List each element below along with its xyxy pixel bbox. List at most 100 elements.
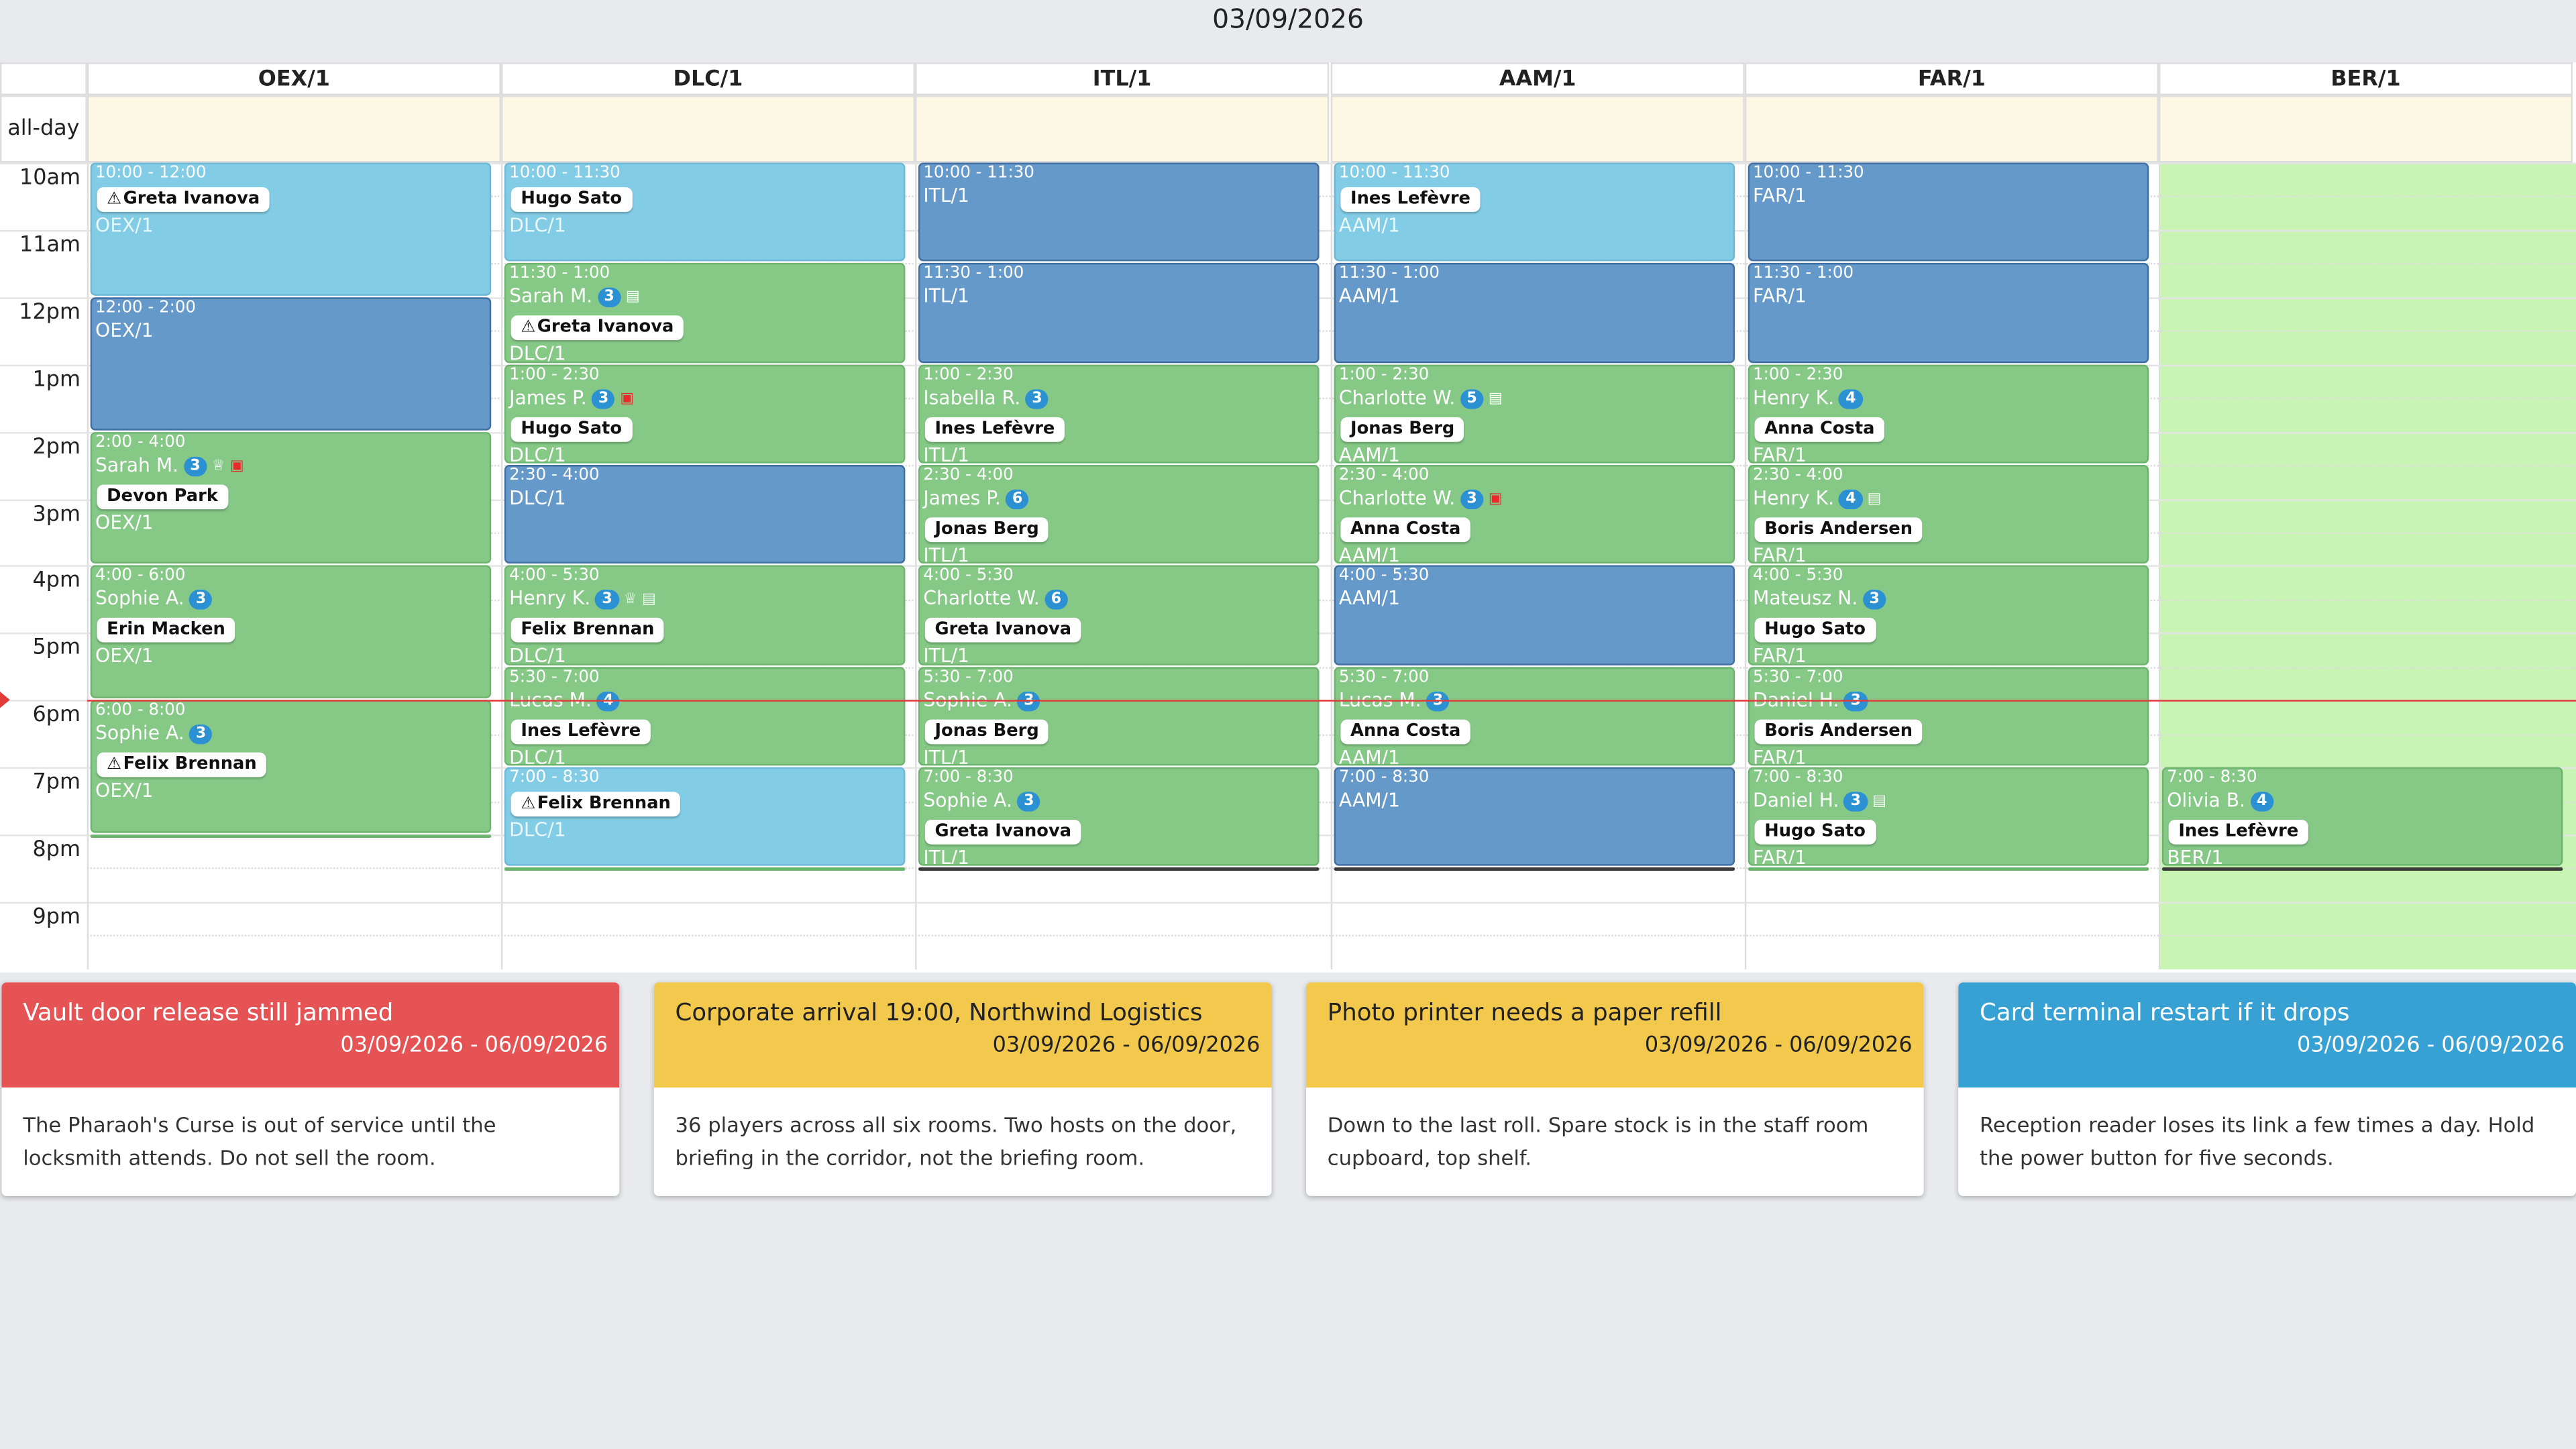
host-pill[interactable]: Greta Ivanova: [924, 618, 1081, 643]
booking-event[interactable]: 5:30 - 7:00 Lucas M. 3 Anna Costa AAM/1: [1334, 666, 1735, 766]
host-pill[interactable]: Ines Lefèvre: [924, 417, 1065, 442]
allday-cell[interactable]: [500, 95, 916, 163]
column-header-dlc-1[interactable]: DLC/1: [500, 62, 916, 96]
booking-event[interactable]: 12:00 - 2:00 OEX/1: [90, 297, 492, 430]
time-label: 7pm: [32, 770, 81, 796]
booking-event[interactable]: 1:00 - 2:30 Henry K. 4 Anna Costa FAR/1: [1748, 364, 2149, 464]
customer-name: Sarah M.: [509, 284, 593, 308]
host-name: Ines Lefèvre: [2178, 821, 2299, 842]
booking-event[interactable]: 11:30 - 1:00 AAM/1: [1334, 263, 1735, 363]
booking-event[interactable]: 1:00 - 2:30 James P. 3 ▣ Hugo Sato DLC/1: [504, 364, 906, 464]
column-header-ber-1[interactable]: BER/1: [2158, 62, 2573, 96]
note-card[interactable]: Card terminal restart if it drops 03/09/2…: [1958, 982, 2576, 1196]
host-name: Hugo Sato: [521, 418, 623, 439]
host-name: Jonas Berg: [1350, 418, 1455, 439]
host-pill[interactable]: Hugo Sato: [511, 417, 632, 442]
booking-event[interactable]: 2:00 - 4:00 Sarah M. 3 ♕ ▣ Devon Park OEX/1: [90, 431, 492, 564]
host-pill[interactable]: Anna Costa: [1340, 517, 1471, 543]
allday-cell[interactable]: [1330, 95, 1745, 163]
booking-event[interactable]: 5:30 - 7:00 Sophie A. 3 Jonas Berg ITL/1: [918, 666, 1320, 766]
host-pill[interactable]: Ines Lefèvre: [2168, 820, 2308, 845]
host-pill[interactable]: ⚠ Greta Ivanova: [511, 316, 684, 341]
player-count-badge: 3: [595, 590, 619, 610]
host-pill[interactable]: ⚠ Greta Ivanova: [97, 187, 270, 212]
column-header-itl-1[interactable]: ITL/1: [915, 62, 1330, 96]
customer-name: Sophie A.: [95, 721, 184, 745]
booking-event[interactable]: 10:00 - 11:30 ITL/1: [918, 162, 1320, 262]
host-pill[interactable]: ⚠ Felix Brennan: [511, 792, 681, 817]
booking-event[interactable]: 4:00 - 5:30 Mateusz N. 3 Hugo Sato FAR/1: [1748, 566, 2149, 665]
host-pill[interactable]: Erin Macken: [97, 618, 235, 643]
column-header-aam-1[interactable]: AAM/1: [1330, 62, 1745, 96]
booking-event[interactable]: 2:30 - 4:00 Charlotte W. 3 ▣ Anna Costa AAM/1: [1334, 465, 1735, 564]
time-label: 5pm: [32, 636, 81, 661]
column-header-far-1[interactable]: FAR/1: [1744, 62, 2159, 96]
note-card[interactable]: Corporate arrival 19:00, Northwind Logis…: [653, 982, 1272, 1196]
host-pill[interactable]: Felix Brennan: [511, 618, 665, 643]
booking-event[interactable]: 5:30 - 7:00 Daniel H. 3 Boris Andersen FAR/1: [1748, 666, 2149, 766]
booking-event[interactable]: 11:30 - 1:00 ITL/1: [918, 263, 1320, 363]
booking-event[interactable]: 1:00 - 2:30 Charlotte W. 5 ▤ Jonas Berg AAM/1: [1334, 364, 1735, 464]
host-pill[interactable]: Boris Andersen: [1754, 517, 1923, 543]
host-name: Jonas Berg: [934, 720, 1039, 741]
event-customer: Sophie A. 3: [95, 722, 213, 747]
booking-event[interactable]: 10:00 - 11:30 Ines Lefèvre AAM/1: [1334, 162, 1735, 262]
event-room: ITL/1: [923, 443, 969, 464]
allday-cell[interactable]: [915, 95, 1330, 163]
host-pill[interactable]: Anna Costa: [1754, 417, 1885, 442]
column-header-oex-1[interactable]: OEX/1: [87, 62, 501, 96]
note-card[interactable]: Vault door release still jammed 03/09/202…: [1, 982, 620, 1196]
allday-cell[interactable]: [1744, 95, 2159, 163]
booking-event[interactable]: 5:30 - 7:00 Lucas M. 4 Ines Lefèvre DLC/1: [504, 666, 906, 766]
booking-event[interactable]: 11:30 - 1:00 FAR/1: [1748, 263, 2149, 363]
booking-event[interactable]: 10:00 - 11:30 FAR/1: [1748, 162, 2149, 262]
host-pill[interactable]: Jonas Berg: [924, 517, 1049, 543]
allday-cell[interactable]: [2158, 95, 2573, 163]
host-name: Hugo Sato: [521, 189, 623, 209]
host-pill[interactable]: Devon Park: [97, 484, 228, 509]
booking-event[interactable]: 7:00 - 8:30 Sophie A. 3 Greta Ivanova ITL/1: [918, 767, 1320, 867]
booking-event[interactable]: 11:30 - 1:00 Sarah M. 3 ▤ ⚠ Greta Ivanova DLC/…: [504, 263, 906, 363]
host-pill[interactable]: Hugo Sato: [1754, 618, 1876, 643]
booking-event[interactable]: 2:30 - 4:00 James P. 6 Jonas Berg ITL/1: [918, 465, 1320, 564]
booking-event[interactable]: 10:00 - 11:30 Hugo Sato DLC/1: [504, 162, 906, 262]
host-pill[interactable]: Ines Lefèvre: [511, 719, 651, 744]
note-card[interactable]: Photo printer needs a paper refill 03/09/…: [1305, 982, 1924, 1196]
booking-event[interactable]: 7:00 - 8:30 ⚠ Felix Brennan DLC/1: [504, 767, 906, 867]
host-pill[interactable]: Jonas Berg: [1340, 417, 1465, 442]
booking-event[interactable]: 6:00 - 8:00 Sophie A. 3 ⚠ Felix Brennan OEX/1: [90, 700, 492, 833]
booking-event[interactable]: 4:00 - 5:30 AAM/1: [1334, 566, 1735, 665]
host-pill[interactable]: Ines Lefèvre: [1340, 187, 1481, 212]
booking-event[interactable]: 4:00 - 5:30 Henry K. 3 ♕ ▤ Felix Brennan DLC/1: [504, 566, 906, 665]
booking-event[interactable]: 8:30 - 10:00BER/1: [2161, 868, 2563, 872]
event-room: AAM/1: [1338, 788, 1400, 812]
allday-cell[interactable]: [87, 95, 501, 163]
host-pill[interactable]: Anna Costa: [1340, 719, 1471, 744]
booking-event[interactable]: 2:30 - 4:00 DLC/1: [504, 465, 906, 564]
booking-event[interactable]: 1:00 - 2:30 Isabella R. 3 Ines Lefèvre ITL/1: [918, 364, 1320, 464]
booking-event[interactable]: 7:00 - 8:30 AAM/1: [1334, 767, 1735, 867]
booking-event[interactable]: 10:00 - 12:00 ⚠ Greta Ivanova OEX/1: [90, 162, 492, 296]
host-pill[interactable]: Boris Andersen: [1754, 719, 1923, 744]
player-count-badge: 3: [1862, 590, 1886, 610]
event-time: 1:00 - 2:30: [1338, 366, 1430, 384]
host-pill[interactable]: Greta Ivanova: [924, 820, 1081, 845]
host-name: Anna Costa: [1350, 720, 1461, 741]
booking-event[interactable]: 4:00 - 5:30 Charlotte W. 6 Greta Ivanova ITL…: [918, 566, 1320, 665]
host-pill[interactable]: Hugo Sato: [511, 187, 632, 212]
event-time: 2:30 - 4:00: [1338, 466, 1430, 485]
host-pill[interactable]: ⚠ Felix Brennan: [97, 753, 267, 777]
booking-event[interactable]: 2:30 - 4:00 Henry K. 4 ▤ Boris Andersen FAR/1: [1748, 465, 2149, 564]
booking-event[interactable]: 4:00 - 6:00 Sophie A. 3 Erin Macken OEX/1: [90, 566, 492, 699]
booking-event[interactable]: 7:00 - 8:30 Olivia B. 4 Ines Lefèvre BER/1: [2161, 767, 2563, 867]
event-time: 5:30 - 7:00: [1338, 668, 1430, 687]
host-pill[interactable]: Jonas Berg: [924, 719, 1049, 744]
cake-icon: ♕: [211, 458, 225, 474]
booking-event[interactable]: 7:00 - 8:30 Daniel H. 3 ▤ Hugo Sato FAR/1: [1748, 767, 2149, 867]
host-pill[interactable]: Hugo Sato: [1754, 820, 1876, 845]
